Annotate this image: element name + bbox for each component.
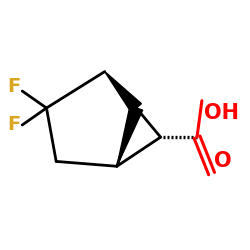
Polygon shape [105, 72, 141, 112]
Text: OH: OH [204, 103, 239, 123]
Text: O: O [214, 151, 232, 171]
Text: F: F [8, 77, 21, 96]
Polygon shape [117, 106, 143, 166]
Text: F: F [8, 116, 21, 134]
